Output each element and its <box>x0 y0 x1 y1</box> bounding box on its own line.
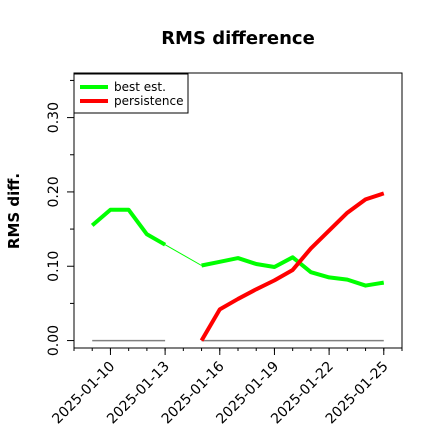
series-connector-best-est <box>164 244 202 266</box>
series-line-best-est-b <box>201 255 385 288</box>
chart-title: RMS difference <box>161 28 315 49</box>
series-lines <box>90 191 385 342</box>
legend: best est. persistence <box>73 73 189 114</box>
y-tick-label: 0.10 <box>46 251 62 282</box>
y-tick-label: 0.00 <box>46 325 62 356</box>
series-line-persistence <box>199 191 385 342</box>
y-tick-label: 0.20 <box>46 176 62 207</box>
legend-label-best-est: best est. <box>114 80 166 94</box>
legend-label-persistence: persistence <box>114 94 183 108</box>
y-axis: 0.00 0.10 0.20 0.30 <box>46 79 74 356</box>
series-line-best-est-a <box>90 207 167 247</box>
y-axis-label: RMS diff. <box>5 173 23 249</box>
y-tick-label: 0.30 <box>46 102 62 133</box>
x-axis: 2025-01-102025-01-132025-01-162025-01-19… <box>49 348 403 427</box>
legend-box <box>73 73 189 114</box>
